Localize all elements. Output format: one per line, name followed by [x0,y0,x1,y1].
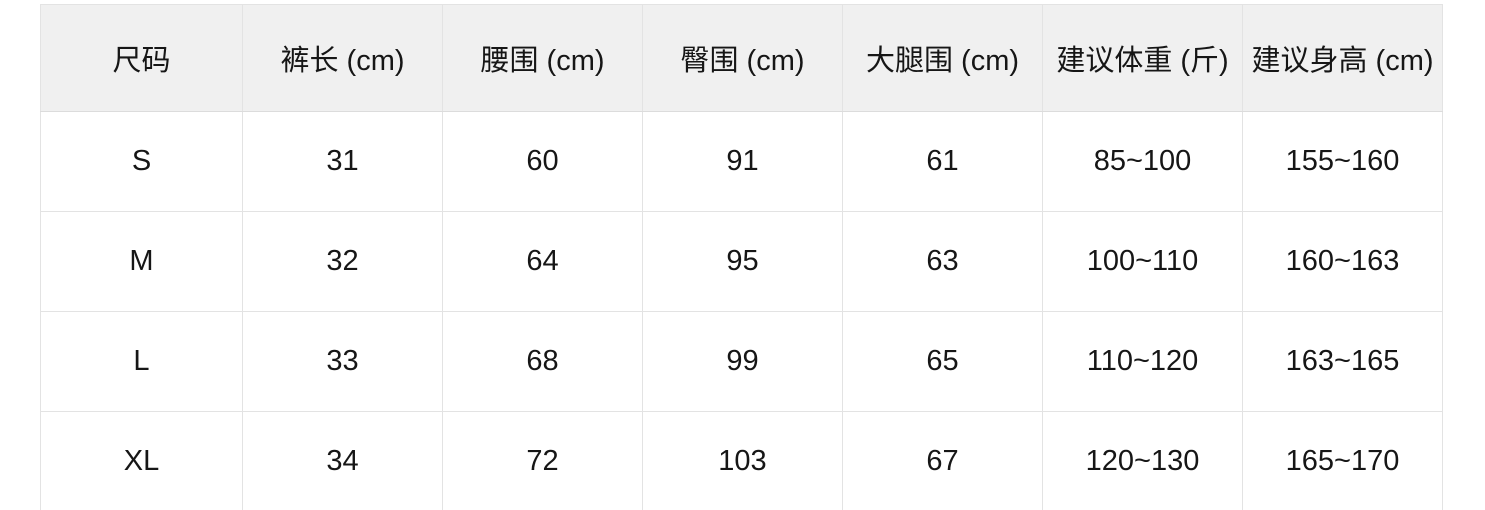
cell-value: 65 [842,311,1043,412]
cell-value: 68 [442,311,643,412]
cell-value: 61 [842,111,1043,212]
cell-value: 60 [442,111,643,212]
cell-value: 72 [442,411,643,510]
cell-size: XL [40,411,243,510]
cell-value: 99 [642,311,843,412]
table-row-l: L 33 68 99 65 110~120 163~165 [40,311,1443,412]
cell-value: 34 [242,411,443,510]
column-header-suggested-weight: 建议体重 (斤) [1042,4,1243,112]
table-row-s: S 31 60 91 61 85~100 155~160 [40,111,1443,212]
cell-value: 103 [642,411,843,510]
cell-value: 163~165 [1242,311,1443,412]
cell-value: 95 [642,211,843,312]
cell-value: 155~160 [1242,111,1443,212]
table-row-m: M 32 64 95 63 100~110 160~163 [40,211,1443,312]
cell-value: 160~163 [1242,211,1443,312]
column-header-hip: 臀围 (cm) [642,4,843,112]
cell-value: 67 [842,411,1043,510]
header-row: 尺码 裤长 (cm) 腰围 (cm) 臀围 (cm) 大腿围 (cm) 建议体重… [40,4,1443,112]
column-header-thigh: 大腿围 (cm) [842,4,1043,112]
size-chart-table-container: 尺码 裤长 (cm) 腰围 (cm) 臀围 (cm) 大腿围 (cm) 建议体重… [40,4,1443,510]
cell-value: 85~100 [1042,111,1243,212]
cell-size: M [40,211,243,312]
table-row-xl: XL 34 72 103 67 120~130 165~170 [40,411,1443,510]
cell-size: L [40,311,243,412]
cell-value: 91 [642,111,843,212]
cell-value: 31 [242,111,443,212]
cell-value: 100~110 [1042,211,1243,312]
cell-value: 120~130 [1042,411,1243,510]
column-header-size: 尺码 [40,4,243,112]
size-chart-table: 尺码 裤长 (cm) 腰围 (cm) 臀围 (cm) 大腿围 (cm) 建议体重… [40,4,1443,510]
cell-value: 33 [242,311,443,412]
cell-value: 110~120 [1042,311,1243,412]
column-header-waist: 腰围 (cm) [442,4,643,112]
cell-value: 32 [242,211,443,312]
cell-value: 165~170 [1242,411,1443,510]
column-header-suggested-height: 建议身高 (cm) [1242,4,1443,112]
cell-value: 63 [842,211,1043,312]
column-header-pant-length: 裤长 (cm) [242,4,443,112]
cell-size: S [40,111,243,212]
cell-value: 64 [442,211,643,312]
